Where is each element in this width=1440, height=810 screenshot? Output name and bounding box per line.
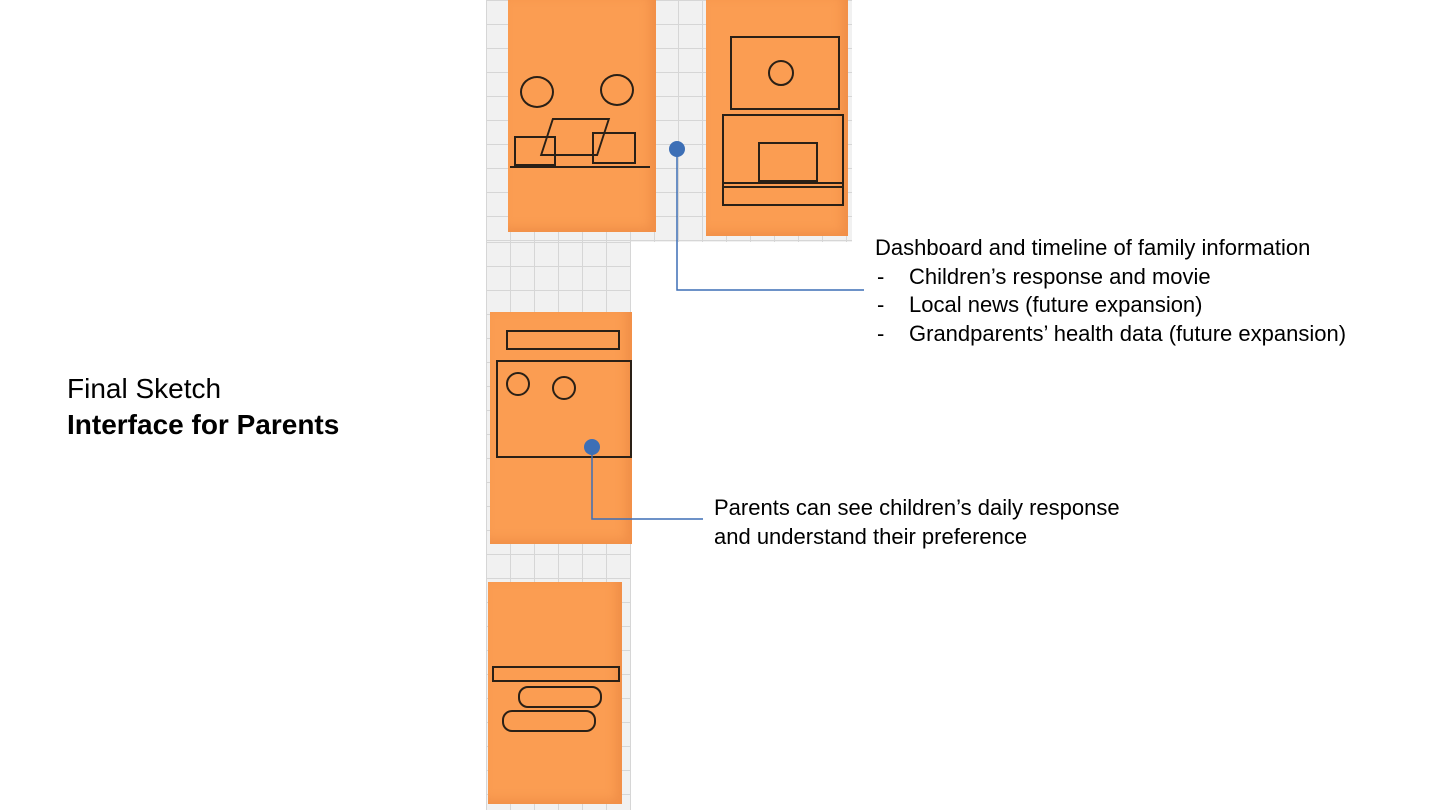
sketch-grid: [496, 360, 632, 458]
sketch-video-frame: [730, 36, 840, 110]
title-line-1: Final Sketch: [67, 373, 222, 404]
slide-title: Final Sketch Interface for Parents: [67, 371, 339, 443]
sketch-photo-top: [486, 0, 852, 242]
sticky-note-home: [508, 0, 656, 232]
annotation-daily-line-1: Parents can see children’s daily respons…: [714, 495, 1120, 520]
play-icon: [506, 372, 530, 396]
sketch-bubble: [518, 686, 602, 708]
sketch-bar: [492, 666, 620, 682]
sketch-photo-column: [486, 242, 632, 810]
annotation-daily-line-2: and understand their preference: [714, 523, 1028, 549]
sketch-platform: [539, 118, 611, 156]
list-item: Children’s response and movie: [875, 263, 1346, 292]
sticky-note-detail: [488, 582, 622, 804]
sketch-circle: [600, 74, 634, 106]
sketch-line: [510, 166, 650, 168]
sticky-note-daily-response: [490, 312, 632, 544]
annotation-dashboard: Dashboard and timeline of family informa…: [875, 234, 1346, 348]
sketch-circle: [520, 76, 554, 108]
play-icon: [768, 60, 794, 86]
annotation-daily-response: Parents can see children’s daily respons…: [714, 494, 1120, 551]
title-line-2: Interface for Parents: [67, 409, 340, 440]
sketch-box: [592, 132, 636, 164]
sketch-tab-bar: [506, 330, 620, 350]
sketch-bubble: [502, 710, 596, 732]
annotation-dashboard-list: Children’s response and movie Local news…: [875, 263, 1346, 349]
annotation-dashboard-heading: Dashboard and timeline of family informa…: [875, 235, 1311, 260]
list-item: Local news (future expansion): [875, 291, 1346, 320]
list-item: Grandparents’ health data (future expans…: [875, 320, 1346, 349]
sketch-card: [722, 182, 844, 206]
sketch-box: [514, 136, 556, 166]
sketch-image-box: [758, 142, 818, 182]
sticky-note-timeline: [706, 0, 848, 236]
play-icon: [552, 376, 576, 400]
